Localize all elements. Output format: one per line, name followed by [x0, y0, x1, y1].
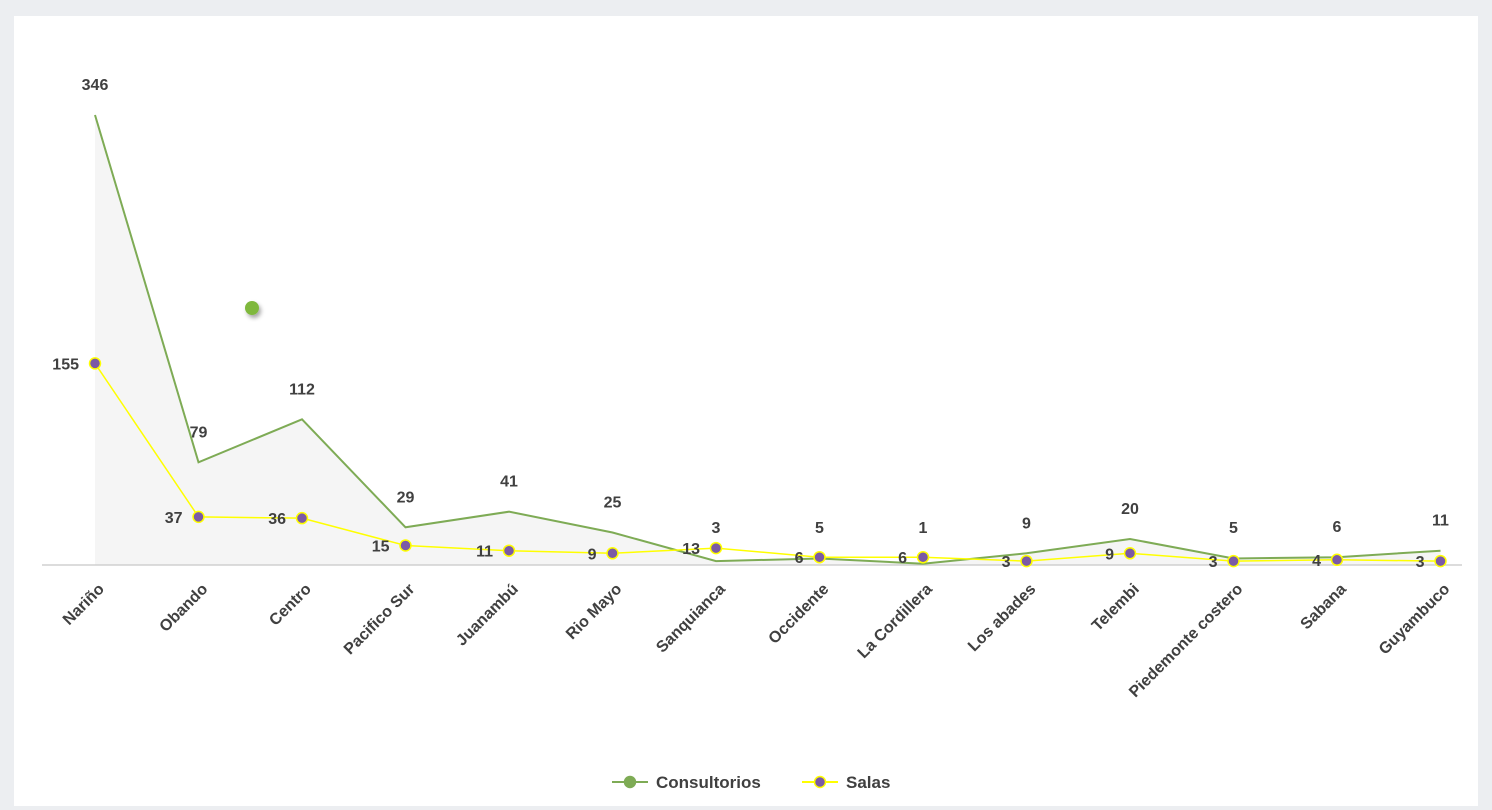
legend-label: Salas	[846, 773, 890, 792]
salas-data-label: 3	[1416, 554, 1425, 571]
consultorios-data-label: 346	[82, 77, 109, 94]
category-label: Sanquianca	[653, 581, 729, 657]
salas-data-label: 4	[1312, 553, 1321, 570]
category-label: Centro	[266, 581, 315, 630]
category-label: Los abades	[965, 581, 1039, 655]
x-axis-category-labels: Nariño Obando Centro Pacifico Sur Juanambú Ri…	[60, 581, 1454, 701]
salas-data-label: 15	[372, 538, 390, 555]
consultorios-line	[94, 114, 1441, 565]
salas-data-label: 13	[682, 541, 700, 558]
category-label: Occidente	[766, 581, 833, 648]
decorative-green-dot	[245, 301, 259, 315]
consultorios-data-label: 11	[1432, 513, 1449, 530]
salas-line	[94, 362, 1441, 562]
salas-marker	[813, 550, 826, 564]
consultorios-data-label: 3	[712, 520, 721, 537]
salas-marker	[502, 544, 516, 557]
category-label: Guyambuco	[1376, 581, 1454, 659]
consultorios-data-label: 1	[919, 520, 928, 537]
salas-data-label: 9	[1105, 546, 1114, 563]
salas-marker	[1020, 554, 1033, 568]
salas-data-label: 37	[165, 510, 183, 527]
consultorios-data-label: 20	[1121, 501, 1139, 518]
salas-marker	[399, 539, 412, 552]
consultorios-data-label: 5	[1229, 520, 1238, 537]
consultorios-area	[95, 115, 1441, 565]
salas-marker	[295, 511, 309, 525]
consultorios-data-label: 5	[815, 520, 824, 537]
consultorios-data-label: 9	[1022, 515, 1031, 532]
consultorios-data-label: 79	[190, 424, 208, 441]
category-label: Telembi	[1089, 581, 1143, 635]
series-lines	[94, 114, 1441, 565]
consultorios-data-label: 6	[1333, 519, 1342, 536]
category-label: Nariño	[60, 581, 108, 629]
salas-marker	[916, 550, 930, 564]
legend-consultorios: Consultorios	[612, 773, 761, 792]
salas-marker	[1227, 554, 1240, 568]
salas-data-label: 3	[1002, 554, 1011, 571]
salas-marker	[606, 547, 619, 560]
chart-panel	[14, 16, 1478, 806]
salas-data-label: 9	[588, 546, 597, 563]
category-label: Rio Mayo	[563, 581, 625, 643]
category-label: Piedemonte costero	[1126, 581, 1246, 701]
consultorios-data-label: 41	[500, 474, 518, 491]
category-label: Juanambú	[453, 581, 522, 650]
salas-marker	[88, 357, 102, 370]
category-label: Obando	[157, 581, 212, 636]
salas-data-label: 36	[268, 511, 286, 528]
category-label: Pacifico Sur	[341, 581, 418, 658]
salas-marker	[1123, 547, 1137, 560]
series-markers	[88, 357, 1447, 568]
consultorios-area-fill	[95, 115, 1441, 565]
salas-data-label: 3	[1209, 554, 1218, 571]
consultorios-data-label: 25	[604, 494, 622, 511]
consultorios-data-label: 112	[289, 381, 315, 398]
legend-label: Consultorios	[656, 773, 761, 792]
salas-marker	[192, 510, 205, 524]
legend: Consultorios Salas	[612, 773, 890, 792]
salas-data-label: 11	[476, 544, 493, 561]
salas-data-label: 6	[898, 550, 907, 567]
salas-marker	[709, 541, 723, 555]
salas-data-label: 155	[52, 356, 79, 373]
category-label: Sabana	[1298, 581, 1350, 633]
legend-marker	[813, 775, 827, 789]
salas-marker	[1434, 554, 1447, 568]
category-label: La Cordillera	[855, 581, 936, 662]
consultorios-data-label: 29	[397, 489, 415, 506]
legend-salas: Salas	[802, 773, 890, 792]
salas-marker	[1330, 553, 1344, 567]
legend-marker	[623, 775, 637, 789]
salas-data-label: 6	[795, 550, 804, 567]
